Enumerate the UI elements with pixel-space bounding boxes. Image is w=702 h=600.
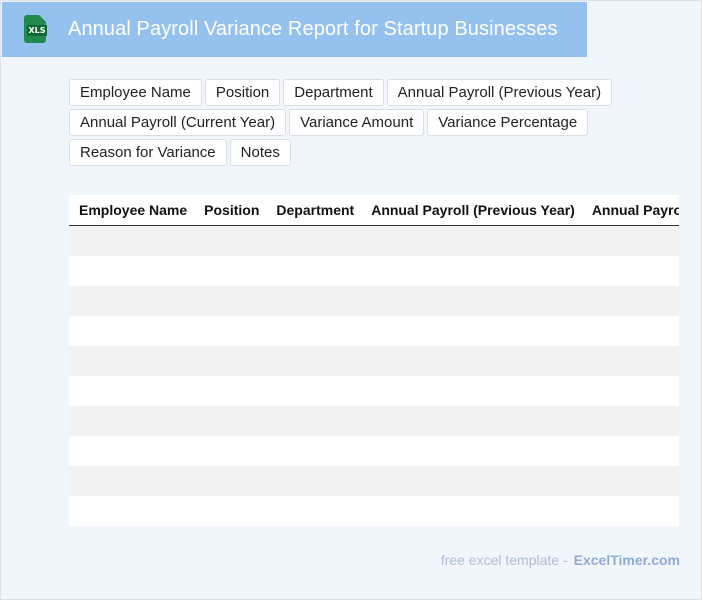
table-row — [69, 225, 679, 256]
header-bar: XLS Annual Payroll Variance Report for S… — [2, 2, 587, 57]
field-chip-list: Employee Name Position Department Annual Pa… — [69, 79, 629, 169]
field-chip[interactable]: Variance Amount — [289, 109, 425, 136]
table-cell[interactable] — [581, 436, 679, 466]
excel-file-icon: XLS — [24, 14, 48, 45]
table-cell[interactable] — [69, 406, 195, 436]
chip-row: Reason for Variance Notes — [69, 139, 629, 166]
table-cell[interactable] — [361, 286, 582, 316]
table-cell[interactable] — [69, 346, 195, 376]
table-cell[interactable] — [361, 316, 582, 346]
field-chip[interactable]: Annual Payroll (Previous Year) — [386, 79, 613, 106]
table-cell[interactable] — [266, 406, 362, 436]
table-cell[interactable] — [266, 466, 362, 496]
table-cell[interactable] — [194, 436, 267, 466]
table-cell[interactable] — [194, 225, 267, 256]
table-cell[interactable] — [581, 466, 679, 496]
table-row — [69, 286, 679, 316]
field-chip[interactable]: Reason for Variance — [69, 139, 227, 166]
table-cell[interactable] — [266, 286, 362, 316]
field-chip[interactable]: Annual Payroll (Current Year) — [69, 109, 287, 136]
chip-row: Employee Name Position Department Annual Pa… — [69, 79, 629, 106]
footer-text: free excel template - — [440, 552, 568, 568]
table-row — [69, 406, 679, 436]
table-cell[interactable] — [581, 376, 679, 406]
table-cell[interactable] — [361, 346, 582, 376]
table-cell[interactable] — [194, 466, 267, 496]
column-header[interactable]: Position — [194, 195, 267, 226]
xls-icon-label: XLS — [27, 24, 47, 36]
table-cell[interactable] — [361, 376, 582, 406]
field-chip[interactable]: Notes — [229, 139, 291, 166]
table-cell[interactable] — [581, 225, 679, 256]
table-cell[interactable] — [266, 376, 362, 406]
table-cell[interactable] — [194, 256, 267, 286]
table-row — [69, 496, 679, 526]
table-cell[interactable] — [69, 256, 195, 286]
column-header[interactable]: Annual Payroll (Current Year) — [581, 195, 679, 226]
table-cell[interactable] — [266, 225, 362, 256]
table-cell[interactable] — [69, 466, 195, 496]
column-header[interactable]: Department — [266, 195, 362, 226]
table-row — [69, 376, 679, 406]
table-cell[interactable] — [581, 286, 679, 316]
table-cell[interactable] — [194, 496, 267, 526]
table-cell[interactable] — [194, 406, 267, 436]
table-cell[interactable] — [581, 346, 679, 376]
table-cell[interactable] — [361, 496, 582, 526]
table-cell[interactable] — [361, 406, 582, 436]
table-row — [69, 436, 679, 466]
table-cell[interactable] — [69, 376, 195, 406]
table-cell[interactable] — [361, 436, 582, 466]
footer-credit: free excel template - ExcelTimer.com — [441, 552, 680, 568]
table-cell[interactable] — [581, 256, 679, 286]
field-chip[interactable]: Employee Name — [69, 79, 202, 106]
field-chip[interactable]: Department — [283, 79, 384, 106]
table-row — [69, 316, 679, 346]
table-row — [69, 466, 679, 496]
table-cell[interactable] — [194, 316, 267, 346]
table-header-row: Employee Name Position Department Annual Pa… — [69, 195, 679, 226]
table-cell[interactable] — [266, 436, 362, 466]
data-table: Employee Name Position Department Annual Pa… — [69, 195, 679, 526]
table-cell[interactable] — [581, 406, 679, 436]
table-cell[interactable] — [266, 316, 362, 346]
table-cell[interactable] — [194, 286, 267, 316]
table-cell[interactable] — [266, 346, 362, 376]
table-cell[interactable] — [69, 316, 195, 346]
table-cell[interactable] — [581, 496, 679, 526]
field-chip[interactable]: Variance Percentage — [427, 109, 589, 136]
field-chip[interactable]: Position — [204, 79, 281, 106]
column-header[interactable]: Annual Payroll (Previous Year) — [361, 195, 582, 226]
table-row — [69, 346, 679, 376]
table-cell[interactable] — [69, 436, 195, 466]
table-cell[interactable] — [361, 466, 582, 496]
page-title: Annual Payroll Variance Report for Start… — [68, 18, 558, 40]
table-cell[interactable] — [194, 346, 267, 376]
chip-row: Annual Payroll (Current Year) Variance Am… — [69, 109, 629, 136]
table-row — [69, 256, 679, 286]
table-cell[interactable] — [266, 496, 362, 526]
table-cell[interactable] — [69, 225, 195, 256]
table-cell[interactable] — [581, 316, 679, 346]
footer-brand-link[interactable]: ExcelTimer.com — [573, 552, 680, 568]
table-cell[interactable] — [69, 496, 195, 526]
table-cell[interactable] — [361, 256, 582, 286]
table-cell[interactable] — [361, 225, 582, 256]
table-cell[interactable] — [266, 256, 362, 286]
table-cell[interactable] — [69, 286, 195, 316]
column-header[interactable]: Employee Name — [69, 195, 195, 226]
payroll-table: Employee Name Position Department Annual Pa… — [69, 195, 679, 526]
table-cell[interactable] — [194, 376, 267, 406]
